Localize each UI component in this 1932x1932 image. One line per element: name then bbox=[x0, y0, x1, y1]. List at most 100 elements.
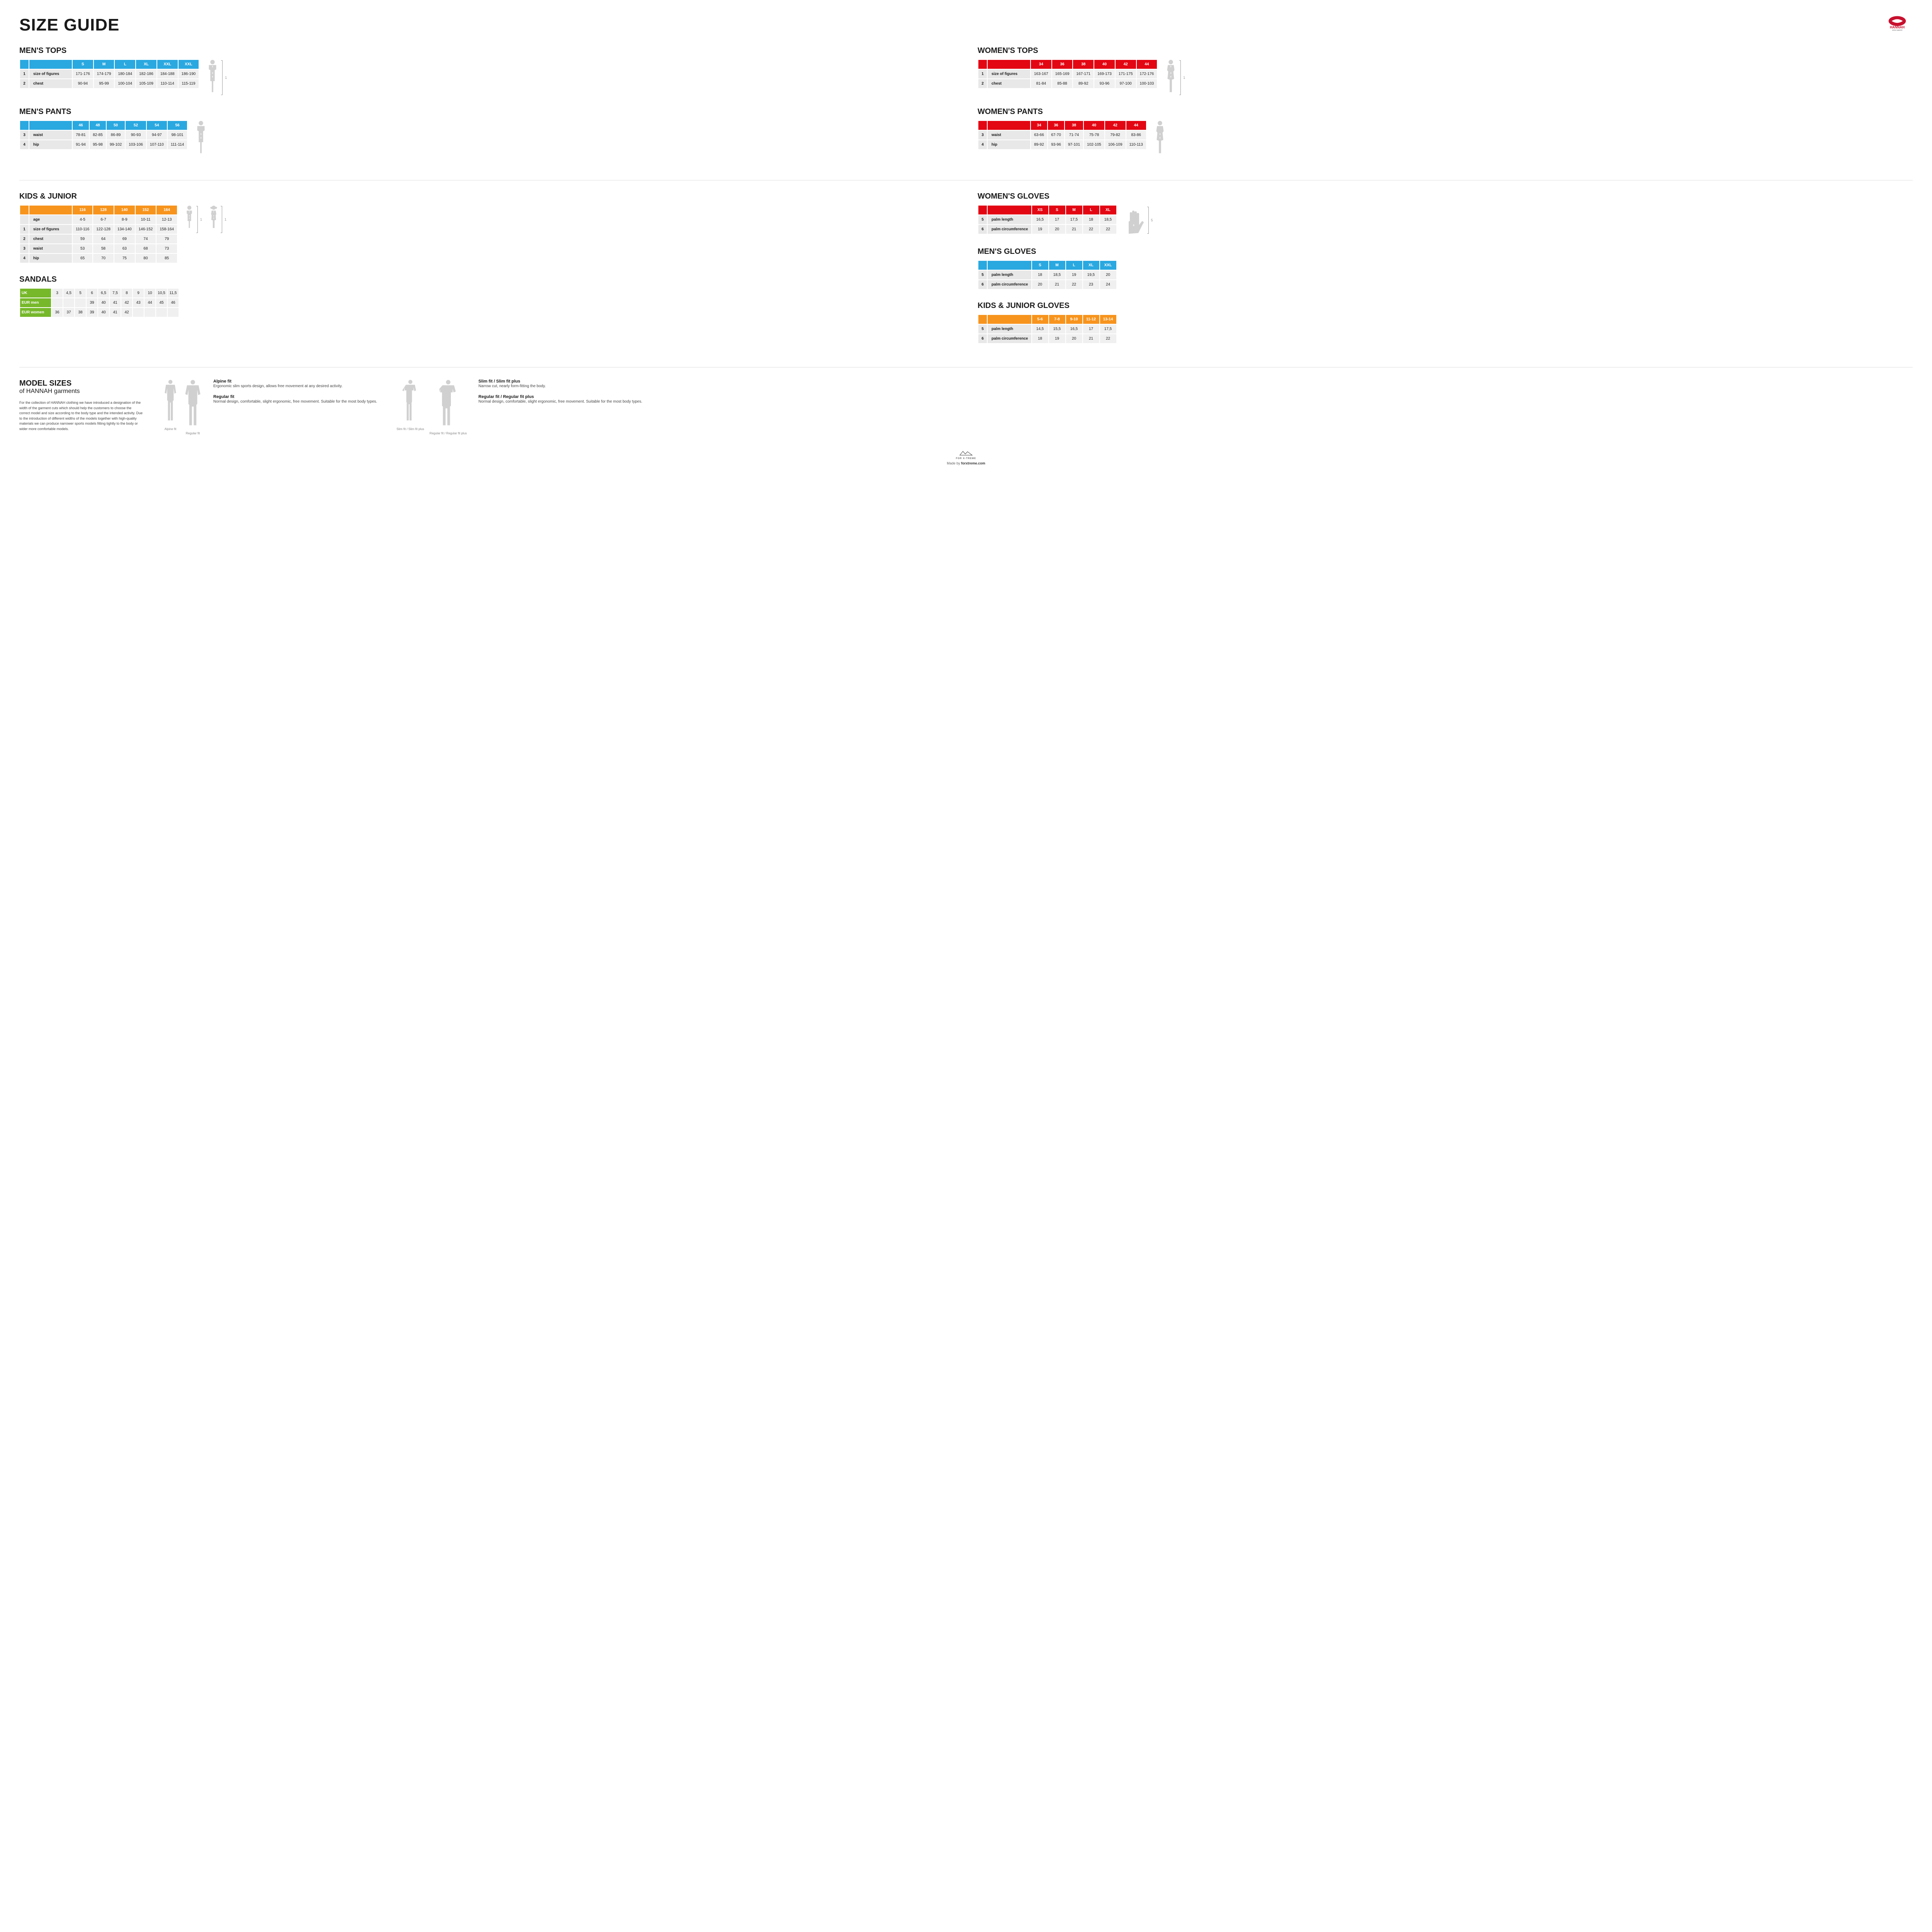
kids-section: KIDS & JUNIOR 116128140152164age4-56-78-… bbox=[19, 192, 954, 264]
size-header: S bbox=[1032, 261, 1048, 270]
size-header: 164 bbox=[156, 206, 177, 214]
table-row: 4hip6570758085 bbox=[20, 254, 177, 263]
table-row: EUR women36373839404142 bbox=[20, 308, 179, 317]
svg-text:3: 3 bbox=[1159, 133, 1160, 136]
size-header: 52 bbox=[126, 121, 146, 130]
section-title: MEN'S PANTS bbox=[19, 107, 954, 116]
table-row: 2chest81-8485-8889-9293-9697-100100-103 bbox=[978, 79, 1157, 88]
table-row: 6palm circumference2021222324 bbox=[978, 280, 1116, 289]
table-row: 6palm circumference1819202122 bbox=[978, 334, 1116, 343]
alpine-fit-p: Ergonomic slim sports design, allows fre… bbox=[213, 384, 377, 389]
table-row: EUR men 3940414243444546 bbox=[20, 298, 179, 307]
size-header: 34 bbox=[1031, 60, 1051, 69]
alpine-fit-h: Alpine fit bbox=[213, 379, 377, 384]
svg-text:2: 2 bbox=[1170, 66, 1172, 68]
brand-logo: HANNAH outdoor equipment bbox=[1882, 15, 1913, 33]
row-clothing: MEN'S TOPS SMLXLXXLXXL1size of figures17… bbox=[19, 46, 1913, 168]
mens-pants-table: 4648505254563waist78-8182-8586-8990-9394… bbox=[19, 120, 188, 150]
regular-fit-plus-h: Regular fit / Regular fit plus bbox=[478, 395, 642, 399]
alpine-fit-figure: Alpine fit bbox=[162, 379, 179, 435]
section-title: WOMEN'S TOPS bbox=[978, 46, 1913, 55]
model-sizes-title: MODEL SIZES bbox=[19, 379, 143, 388]
mens-tops-table: SMLXLXXLXXL1size of figures171-176174-17… bbox=[19, 59, 199, 89]
kids-gloves-table: 5-67-89-1011-1213-145palm length14,515,5… bbox=[978, 314, 1117, 344]
size-header: XL bbox=[1100, 206, 1116, 214]
size-header: 9-10 bbox=[1066, 315, 1082, 324]
mens-gloves-section: MEN'S GLOVES SMLXLXXL5palm length1818,51… bbox=[978, 247, 1913, 290]
size-header: L bbox=[115, 60, 135, 69]
regular-fit-h: Regular fit bbox=[213, 395, 377, 399]
size-header: 54 bbox=[147, 121, 167, 130]
footer-link[interactable]: forxtreme.com bbox=[961, 461, 985, 465]
size-header: S bbox=[73, 60, 93, 69]
svg-text:2: 2 bbox=[212, 66, 213, 68]
womens-gloves-table: XSSMLXL5palm length16,51717,51818,56palm… bbox=[978, 205, 1117, 235]
table-row: UK34,5566,57,5891010,511,5 bbox=[20, 289, 179, 298]
slim-fit-h: Slim fit / Slim fit plus bbox=[478, 379, 642, 384]
size-header: 36 bbox=[1052, 60, 1073, 69]
model-sizes-sub: of HANNAH garments bbox=[19, 388, 143, 395]
size-header: XL bbox=[1083, 261, 1099, 270]
model-sizes-desc: For the collection of HANNAH clothing we… bbox=[19, 400, 143, 432]
size-header: 128 bbox=[93, 206, 114, 214]
mens-pants-section: MEN'S PANTS 4648505254563waist78-8182-85… bbox=[19, 107, 954, 157]
model-sizes-section: MODEL SIZES of HANNAH garments For the c… bbox=[19, 379, 1913, 435]
table-row: 1size of figures110-116122-128134-140146… bbox=[20, 225, 177, 234]
fit-group-1: Alpine fit Regular fit Alpine fit Ergono… bbox=[162, 379, 377, 435]
size-header: 40 bbox=[1084, 121, 1104, 130]
section-title: KIDS & JUNIOR bbox=[19, 192, 954, 201]
table-row: 5palm length16,51717,51818,5 bbox=[978, 215, 1116, 224]
size-header: 48 bbox=[90, 121, 106, 130]
table-row: 5palm length1818,51919,520 bbox=[978, 270, 1116, 279]
size-header: 40 bbox=[1094, 60, 1115, 69]
sandals-table: UK34,5566,57,5891010,511,5EUR men 394041… bbox=[19, 288, 179, 318]
size-header: 38 bbox=[1073, 60, 1094, 69]
table-row: 3waist63-6667-7071-7475-7879-8283-86 bbox=[978, 131, 1146, 139]
size-header: 140 bbox=[114, 206, 135, 214]
kids-gloves-section: KIDS & JUNIOR GLOVES 5-67-89-1011-1213-1… bbox=[978, 301, 1913, 344]
fit-group-2: Slim fit / Slim fit plus Regular fit / R… bbox=[396, 379, 642, 435]
svg-text:3: 3 bbox=[212, 72, 213, 75]
svg-text:3: 3 bbox=[1170, 72, 1172, 75]
slim-fit-figure: Slim fit / Slim fit plus bbox=[396, 379, 424, 435]
size-header: 36 bbox=[1048, 121, 1064, 130]
size-header: 42 bbox=[1116, 60, 1136, 69]
size-header: XXL bbox=[1100, 261, 1116, 270]
section-title: MEN'S GLOVES bbox=[978, 247, 1913, 256]
size-header: 152 bbox=[136, 206, 156, 214]
size-header: 44 bbox=[1126, 121, 1146, 130]
regular-fit-plus-p: Normal design, comfortable, slight ergon… bbox=[478, 399, 642, 405]
row-kids-gloves: KIDS & JUNIOR 116128140152164age4-56-78-… bbox=[19, 192, 1913, 355]
male-figure-pants: 34 bbox=[194, 120, 208, 157]
size-header: L bbox=[1066, 261, 1082, 270]
womens-pants-table: 3436384042443waist63-6667-7071-7475-7879… bbox=[978, 120, 1147, 150]
slim-fit-p: Narrow cut, nearly form-fitting the body… bbox=[478, 384, 642, 389]
size-header: M bbox=[1049, 261, 1065, 270]
size-header: XL bbox=[136, 60, 156, 69]
size-header: S bbox=[1049, 206, 1065, 214]
size-header: 5-6 bbox=[1032, 315, 1048, 324]
table-row: 1size of figures171-176174-179180-184182… bbox=[20, 70, 199, 78]
kid-figure-boy: 234 1 bbox=[184, 205, 202, 234]
female-figure-pants: 34 bbox=[1153, 120, 1167, 157]
footer-logo: FOR X-TREME bbox=[19, 451, 1913, 460]
size-header: XXL bbox=[179, 60, 199, 69]
sandals-section: SANDALS UK34,5566,57,5891010,511,5EUR me… bbox=[19, 275, 954, 318]
kid-figure-girl: 234 1 bbox=[208, 205, 226, 234]
table-row: 5palm length14,515,516,51717,5 bbox=[978, 325, 1116, 333]
size-header: 42 bbox=[1105, 121, 1126, 130]
table-row: 2chest90-9495-99100-104105-109110-114115… bbox=[20, 79, 199, 88]
size-header: 7-8 bbox=[1049, 315, 1065, 324]
table-row: 1size of figures163-167165-169167-171169… bbox=[978, 70, 1157, 78]
hand-figure: 6 5 bbox=[1123, 205, 1153, 236]
table-row: age4-56-78-910-1112-13 bbox=[20, 215, 177, 224]
womens-tops-section: WOMEN'S TOPS 3436384042441size of figure… bbox=[978, 46, 1913, 96]
table-row: 3waist5358636873 bbox=[20, 244, 177, 253]
page-title: SIZE GUIDE bbox=[19, 15, 119, 35]
womens-pants-section: WOMEN'S PANTS 3436384042443waist63-6667-… bbox=[978, 107, 1913, 157]
footer: FOR X-TREME Made by forxtreme.com bbox=[19, 451, 1913, 465]
size-header: 50 bbox=[107, 121, 125, 130]
header: SIZE GUIDE HANNAH outdoor equipment bbox=[19, 15, 1913, 35]
male-figure: 234 1 bbox=[205, 59, 227, 96]
size-header: 116 bbox=[73, 206, 92, 214]
